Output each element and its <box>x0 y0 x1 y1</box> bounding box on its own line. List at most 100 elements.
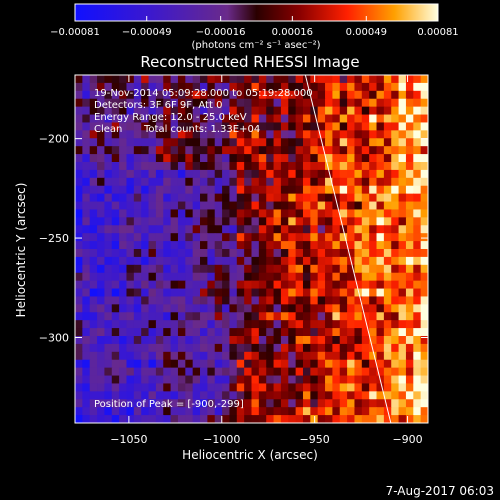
heatmap-cell <box>244 272 253 282</box>
heatmap-cell <box>192 343 201 353</box>
heatmap-cell <box>376 82 385 92</box>
heatmap-cell <box>266 241 275 250</box>
heatmap-cell <box>163 106 172 116</box>
heatmap-cell <box>413 320 422 329</box>
heatmap-cell <box>317 98 326 108</box>
heatmap-cell <box>141 138 150 147</box>
heatmap-cell <box>141 169 150 179</box>
heatmap-cell <box>126 90 135 100</box>
heatmap-cell <box>361 114 370 124</box>
heatmap-cell <box>266 169 275 179</box>
heatmap-cell <box>177 272 186 282</box>
heatmap-cell <box>405 336 414 345</box>
heatmap-cell <box>383 367 392 377</box>
heatmap-cell <box>339 90 348 100</box>
heatmap-cell <box>75 177 83 187</box>
heatmap-cell <box>383 391 392 400</box>
heatmap-cell <box>163 138 172 147</box>
heatmap-cell <box>111 375 120 385</box>
heatmap-cell <box>339 98 348 108</box>
heatmap-cell <box>222 193 231 203</box>
heatmap-cell <box>347 280 356 290</box>
heatmap-cell <box>266 264 275 274</box>
heatmap-cell <box>302 399 311 408</box>
heatmap-cell <box>332 130 341 139</box>
heatmap-cell <box>280 138 289 147</box>
heatmap-cell <box>133 146 142 155</box>
heatmap-cell <box>317 233 326 242</box>
heatmap-cell <box>413 264 422 274</box>
heatmap-cell <box>413 383 422 392</box>
heatmap-cell <box>354 367 363 377</box>
heatmap-cell <box>119 82 128 92</box>
x-tick-label: −950 <box>300 433 330 446</box>
heatmap-cell <box>214 312 223 321</box>
heatmap-cell <box>258 336 267 345</box>
heatmap-cell <box>376 383 385 392</box>
heatmap-cell <box>405 249 414 258</box>
heatmap-cell <box>369 114 378 124</box>
heatmap-cell <box>361 146 370 155</box>
heatmap-cell <box>104 225 113 234</box>
heatmap-cell <box>207 383 216 392</box>
heatmap-cell <box>207 249 216 258</box>
heatmap-cell <box>273 185 282 195</box>
heatmap-cell <box>141 320 150 329</box>
heatmap-cell <box>258 296 267 305</box>
heatmap-cell <box>214 154 223 163</box>
heatmap-cell <box>405 98 414 108</box>
heatmap-cell <box>332 312 341 321</box>
heatmap-cell <box>141 82 150 92</box>
heatmap-cell <box>302 264 311 274</box>
heatmap-cell <box>280 114 289 124</box>
heatmap-cell <box>111 407 120 416</box>
heatmap-cell <box>391 82 400 92</box>
heatmap-cell <box>141 280 150 290</box>
heatmap-cell <box>347 249 356 258</box>
heatmap-cell <box>391 280 400 290</box>
heatmap-cell <box>104 367 113 377</box>
heatmap-cell <box>119 336 128 345</box>
heatmap-cell <box>155 383 164 392</box>
heatmap-cell <box>332 383 341 392</box>
heatmap-cell <box>398 351 407 361</box>
heatmap-cell <box>244 296 253 305</box>
heatmap-cell <box>97 320 106 329</box>
heatmap-cell <box>207 114 216 124</box>
heatmap-cell <box>251 162 260 171</box>
heatmap-cell <box>405 351 414 361</box>
heatmap-cell <box>82 280 91 290</box>
heatmap-cell <box>369 272 378 282</box>
heatmap-cell <box>111 75 120 84</box>
heatmap-cell <box>354 343 363 353</box>
heatmap-cell <box>75 217 83 226</box>
heatmap-cell <box>369 241 378 250</box>
heatmap-cell <box>302 82 311 92</box>
heatmap-cell <box>420 399 428 408</box>
heatmap-cell <box>361 225 370 234</box>
heatmap-cell <box>361 241 370 250</box>
heatmap-cell <box>104 75 113 84</box>
heatmap-cell <box>280 217 289 226</box>
heatmap-cell <box>420 130 428 139</box>
heatmap-cell <box>141 359 150 369</box>
heatmap-cell <box>97 185 106 195</box>
heatmap-cell <box>413 336 422 345</box>
heatmap-cell <box>207 185 216 195</box>
heatmap-cell <box>214 185 223 195</box>
heatmap-cell <box>369 351 378 361</box>
heatmap-cell <box>391 217 400 226</box>
heatmap-cell <box>104 209 113 218</box>
heatmap-cell <box>302 162 311 171</box>
heatmap-cell <box>251 296 260 305</box>
heatmap-cell <box>82 241 91 250</box>
heatmap-cell <box>258 177 267 187</box>
heatmap-cell <box>170 320 179 329</box>
heatmap-cell <box>82 336 91 345</box>
heatmap-cell <box>236 383 245 392</box>
heatmap-cell <box>280 272 289 282</box>
heatmap-cell <box>133 399 142 408</box>
heatmap-cell <box>126 304 135 313</box>
heatmap-cell <box>288 114 297 124</box>
heatmap-cell <box>310 343 319 353</box>
